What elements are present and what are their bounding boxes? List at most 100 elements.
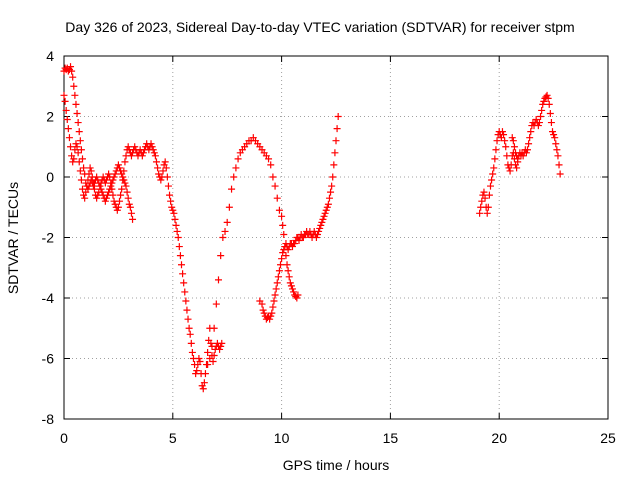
data-point: [312, 234, 320, 241]
data-point: [543, 91, 551, 99]
data-point: [286, 279, 294, 287]
data-point: [208, 342, 216, 350]
data-point: [74, 149, 82, 157]
data-point: [76, 137, 84, 145]
data-point: [485, 191, 493, 199]
data-point: [201, 370, 209, 378]
data-point: [74, 119, 82, 127]
data-point: [333, 125, 341, 133]
data-point: [483, 209, 491, 217]
data-point: [500, 131, 508, 139]
data-point: [319, 215, 327, 223]
data-point: [544, 94, 552, 102]
data-point: [525, 140, 533, 148]
data-point: [294, 291, 302, 299]
data-point: [225, 203, 233, 211]
data-point: [107, 179, 115, 187]
data-point: [327, 188, 335, 196]
data-point: [68, 67, 76, 75]
data-point: [184, 315, 192, 323]
data-point: [195, 355, 203, 362]
data-point: [188, 348, 196, 356]
data-point: [269, 173, 277, 181]
data-point: [484, 203, 492, 211]
data-point: [109, 191, 117, 199]
data-point: [489, 170, 497, 178]
data-point: [268, 309, 276, 317]
data-point: [315, 227, 323, 235]
data-point: [320, 212, 328, 220]
data-point: [81, 194, 89, 202]
data-point: [267, 161, 275, 169]
x-tick-label: 5: [169, 430, 177, 446]
data-point: [95, 179, 103, 187]
data-point: [210, 324, 218, 332]
data-point: [546, 109, 554, 117]
data-point: [63, 116, 71, 124]
data-point: [64, 125, 72, 133]
data-point: [217, 342, 225, 350]
data-point: [534, 122, 542, 130]
data-point: [131, 143, 139, 151]
x-tick-label: 10: [274, 430, 290, 446]
y-tick-label: 4: [46, 48, 54, 64]
data-point: [234, 155, 242, 163]
data-point: [506, 167, 514, 175]
data-point: [325, 194, 333, 202]
data-point: [200, 379, 208, 387]
data-point: [196, 358, 204, 366]
data-point: [173, 227, 181, 235]
data-points: [60, 63, 564, 393]
data-point: [111, 200, 119, 208]
data-point: [193, 367, 201, 375]
data-point: [127, 152, 135, 160]
data-point: [115, 164, 123, 172]
data-point: [512, 149, 520, 157]
data-point: [180, 279, 188, 287]
data-point: [547, 119, 555, 127]
data-point: [98, 188, 106, 196]
data-point: [330, 161, 338, 169]
data-point: [526, 134, 534, 142]
y-tick-label: 2: [46, 109, 54, 125]
data-point: [538, 106, 546, 114]
data-point: [174, 234, 182, 241]
data-point: [535, 119, 543, 127]
data-point: [273, 279, 281, 287]
data-point: [61, 97, 69, 105]
data-point: [258, 300, 266, 308]
data-point: [278, 255, 286, 263]
data-point: [550, 131, 558, 139]
data-point: [159, 167, 167, 175]
y-axis-label: SDTVAR / TECUs: [5, 182, 21, 294]
data-point: [223, 218, 231, 226]
data-point: [77, 146, 85, 154]
data-point: [168, 203, 176, 211]
data-point: [260, 309, 268, 317]
data-point: [101, 197, 109, 205]
data-point: [332, 137, 340, 145]
x-tick-label: 0: [60, 430, 68, 446]
data-point: [493, 137, 501, 145]
data-point: [480, 188, 488, 196]
data-point: [210, 351, 218, 359]
data-point: [295, 237, 303, 245]
data-point: [328, 182, 336, 190]
data-point: [186, 330, 194, 338]
data-point: [498, 128, 506, 136]
data-point: [556, 170, 564, 178]
data-point: [123, 188, 131, 196]
data-point: [232, 164, 240, 172]
data-point: [280, 230, 288, 238]
data-point: [501, 137, 509, 145]
data-point: [271, 291, 279, 299]
data-point: [105, 170, 113, 178]
data-point: [207, 339, 215, 347]
data-point: [322, 206, 330, 214]
data-point: [513, 164, 521, 172]
data-point: [75, 128, 83, 136]
data-point: [89, 182, 97, 190]
data-point: [209, 358, 217, 366]
data-point: [75, 158, 83, 166]
data-point: [549, 128, 557, 136]
